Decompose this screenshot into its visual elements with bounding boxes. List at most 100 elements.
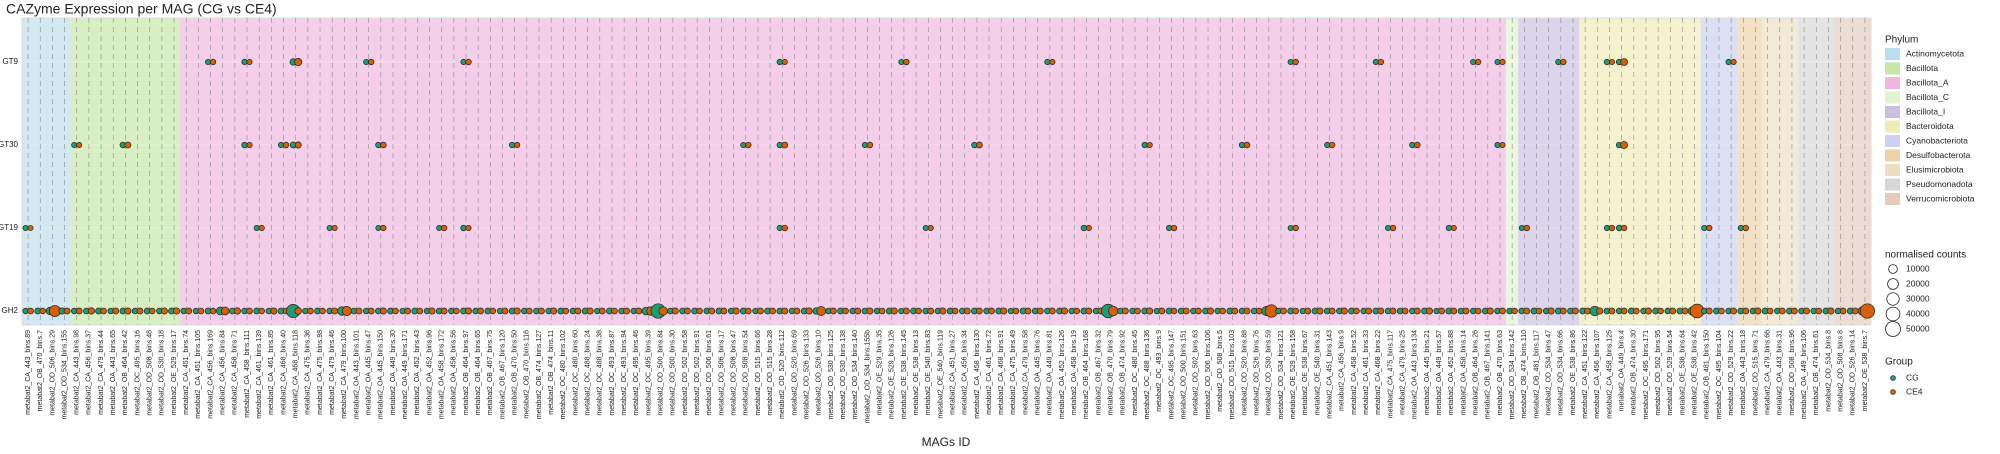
- legend-key: [1885, 106, 1900, 118]
- dot: [1706, 224, 1713, 232]
- dot: [1304, 307, 1312, 315]
- x-tick-label: metabat2_OA_443_bins.18: [1740, 330, 1747, 415]
- x-tick-label: metabat2_CA_458_bins.111: [244, 330, 251, 418]
- dot: [1620, 58, 1628, 66]
- legend-title: Phylum: [1885, 35, 1918, 46]
- dot: [209, 58, 217, 66]
- dot: [793, 307, 801, 315]
- x-tick-label: metabat2_OA_452_bins.43: [414, 330, 421, 415]
- x-tick-label: metabat2_CA_461_bins.72: [986, 330, 993, 415]
- dot: [501, 307, 509, 315]
- x-tick-label: metabat2_OD_534_bins.66: [1558, 330, 1565, 416]
- dot: [805, 307, 813, 315]
- legend-label: 50000: [1906, 323, 1930, 333]
- legend-label: 40000: [1906, 308, 1930, 318]
- dot: [1000, 307, 1008, 315]
- dot: [1572, 307, 1579, 315]
- x-tick-label: metabat2_OB_464_bins.42: [122, 330, 129, 415]
- x-tick-label: metabat2_OD_506_bins.29: [49, 330, 56, 416]
- x-tick-label: metabat2_OD_500_bins.84: [657, 330, 664, 416]
- dot: [1243, 307, 1251, 315]
- dot: [769, 307, 776, 315]
- dot: [1170, 224, 1178, 232]
- dot: [465, 224, 472, 232]
- x-tick-label: metabat2_OC_495_bins.16: [134, 330, 141, 416]
- dot: [1049, 59, 1056, 65]
- dot: [282, 141, 290, 149]
- x-tick-label: metabat2_OD_502_bins.91: [694, 330, 701, 416]
- x-tick-label: metabat2_OE_540_bins.31: [1314, 330, 1321, 415]
- dot: [1486, 307, 1494, 315]
- dot: [745, 141, 752, 149]
- legend-label: Desulfobacterota: [1906, 150, 1971, 160]
- dot: [611, 307, 618, 315]
- dot: [890, 307, 898, 315]
- dot: [1839, 307, 1847, 315]
- x-tick-label: metabat2_CA_475_bins.36: [305, 330, 312, 415]
- x-tick-label: metabat2_CA_479_bins.66: [1764, 330, 1771, 415]
- dot: [246, 307, 253, 315]
- x-tick-label: metabat2_OE_540_bins.83: [925, 330, 932, 415]
- x-tick-label: metabat2_OD_534_bins.155b: [864, 330, 871, 424]
- dot: [658, 306, 668, 316]
- dot: [1377, 307, 1385, 315]
- panel-border: [21, 17, 1872, 326]
- x-tick-label: metabat2_OB_481_bins.117: [1533, 330, 1540, 419]
- x-tick-label: metabat2_OB_474_bins.11: [548, 330, 555, 415]
- dot: [562, 307, 570, 315]
- x-tick-label: metabat2_OE_538_bins.13: [913, 330, 920, 415]
- dot: [623, 307, 631, 315]
- x-tick-label: metabat2_OD_508_bins.54: [743, 330, 750, 416]
- legend-key: [1885, 62, 1900, 75]
- x-tick-label: metabat2_OB_474_bins.92: [1120, 330, 1127, 415]
- dot: [1287, 224, 1294, 232]
- x-tick-label: metabat2_OD_502_bins.58: [682, 330, 689, 416]
- dot: [757, 307, 764, 315]
- x-tick-label: metabat2_CA_458_bins.125: [1606, 330, 1613, 419]
- x-tick-label: metabat2_OD_534_bins.155: [61, 330, 68, 420]
- x-tick-label: metabat2_OB_474_bins.61: [1813, 330, 1820, 415]
- dot: [75, 307, 83, 315]
- dot: [380, 224, 387, 232]
- dot: [149, 307, 156, 315]
- dot: [1353, 307, 1360, 315]
- dot: [1559, 307, 1567, 315]
- dot: [136, 307, 144, 315]
- dot: [635, 307, 643, 315]
- dot: [1012, 307, 1020, 315]
- dot: [1701, 224, 1708, 232]
- dot: [241, 58, 248, 66]
- dot: [436, 225, 443, 231]
- x-tick-label: metabat2_CA_468_bins.22: [1375, 330, 1382, 415]
- legend-label: CG: [1906, 372, 1919, 382]
- size-key: [1886, 292, 1900, 306]
- dot: [379, 307, 387, 315]
- dot: [922, 224, 929, 232]
- dot: [307, 307, 314, 315]
- dot: [1292, 58, 1299, 66]
- x-tick-label: metabat2_OE_538_bins.64: [1679, 330, 1686, 415]
- x-tick-label: metabat2_CA_468_bins.91: [998, 330, 1005, 415]
- x-tick-label: metabat2_OA_445_bins.76: [1035, 330, 1042, 415]
- legend-key: [1885, 178, 1900, 191]
- dot: [720, 307, 728, 315]
- dot: [477, 307, 484, 315]
- dot: [514, 141, 521, 149]
- dot: [1445, 224, 1452, 232]
- dot: [1494, 59, 1501, 65]
- y-tick-label: GH2: [2, 306, 19, 315]
- x-tick-label: metabat2_OE_529_bins.126: [889, 330, 896, 419]
- dot: [1778, 307, 1786, 315]
- x-tick-label: metabat2_OB_467_bins.32: [1095, 330, 1102, 415]
- x-tick-label: metabat2_OA_458_bins.19: [1071, 330, 1078, 415]
- dot: [696, 307, 703, 315]
- x-tick-label: metabat2_OA_449_bins.81: [1047, 330, 1054, 415]
- dot: [270, 307, 278, 315]
- dot: [1207, 307, 1215, 315]
- dot: [732, 307, 740, 315]
- x-tick-label: metabat2_CA_468_bins.40: [280, 330, 287, 415]
- x-tick-label: metabat2_CA_479_bins.44: [98, 330, 105, 415]
- dot: [160, 307, 168, 315]
- x-tick-label: metabat2_OD_526_bins.14: [1850, 330, 1857, 416]
- panel: [21, 17, 1872, 326]
